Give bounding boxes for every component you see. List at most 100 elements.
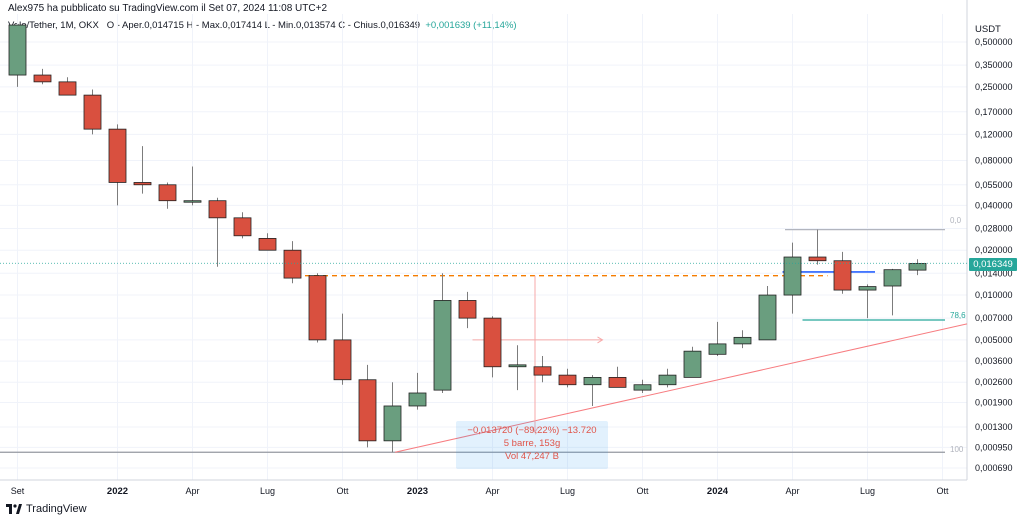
candle bbox=[758, 286, 777, 341]
candle-body bbox=[208, 200, 227, 219]
candle bbox=[158, 182, 177, 209]
last-price-label: 0,016349 bbox=[969, 258, 1017, 271]
candle-body bbox=[508, 364, 527, 368]
candle-body bbox=[733, 336, 752, 345]
candle bbox=[308, 273, 327, 343]
candle bbox=[383, 382, 402, 453]
time-tick-label: 2023 bbox=[407, 486, 428, 497]
published-header: Alex975 ha pubblicato su TradingView.com… bbox=[8, 3, 327, 14]
price-axis-unit: USDT bbox=[975, 24, 1001, 35]
symbol-name[interactable]: Velo/Tether, 1M, OKX bbox=[8, 20, 99, 31]
price-tick-label: 0,120000 bbox=[975, 129, 1013, 139]
candle bbox=[458, 291, 477, 329]
fib-level-100-label: 100 bbox=[950, 445, 964, 454]
price-tick-label: 0,001300 bbox=[975, 422, 1013, 432]
candle bbox=[108, 124, 127, 206]
price-tick-label: 0,250000 bbox=[975, 82, 1013, 92]
price-tick-label: 0,170000 bbox=[975, 107, 1013, 117]
price-tick-label: 0,080000 bbox=[975, 156, 1013, 166]
candle bbox=[408, 372, 427, 410]
candle bbox=[8, 24, 27, 87]
time-tick-label: Set bbox=[11, 486, 25, 496]
candle bbox=[833, 251, 852, 294]
candle-body bbox=[858, 286, 877, 291]
candle-body bbox=[258, 238, 277, 251]
candle-body bbox=[133, 182, 152, 186]
candle bbox=[808, 229, 827, 265]
candle bbox=[58, 77, 77, 96]
candle-body bbox=[583, 376, 602, 386]
price-tick-label: 0,002600 bbox=[975, 377, 1013, 387]
candle-body bbox=[158, 184, 177, 202]
candle bbox=[583, 375, 602, 406]
measure-arrow-head bbox=[597, 336, 604, 344]
candle-body bbox=[608, 376, 627, 388]
candle-body bbox=[433, 300, 452, 391]
price-tick-label: 0,055000 bbox=[975, 180, 1013, 190]
candle bbox=[558, 368, 577, 388]
candle-body bbox=[483, 317, 502, 368]
price-tick-label: 0,005000 bbox=[975, 335, 1013, 345]
candle bbox=[783, 242, 802, 314]
candle-body bbox=[8, 24, 27, 76]
ascending-trendline bbox=[394, 323, 968, 453]
time-tick-label: Apr bbox=[185, 486, 199, 496]
tradingview-logo-icon bbox=[6, 504, 22, 514]
time-tick-label: Lug bbox=[260, 486, 275, 496]
measure-box: −0,013720 (−89,22%) −13.720 5 barre, 153… bbox=[456, 421, 608, 469]
candle-body bbox=[658, 374, 677, 386]
candle-body bbox=[833, 260, 852, 291]
measure-change: −0,013720 (−89,22%) −13.720 bbox=[467, 425, 597, 436]
candle bbox=[233, 212, 252, 239]
ohlc-values: O - Aper.0,014715 H - Max.0,017414 L - M… bbox=[106, 20, 421, 31]
price-tick-label: 0,003600 bbox=[975, 356, 1013, 366]
candle-body bbox=[908, 263, 927, 271]
candle-body bbox=[533, 366, 552, 376]
symbol-info-line: Velo/Tether, 1M, OKX O - Aper.0,014715 H… bbox=[8, 20, 517, 31]
candle bbox=[508, 345, 527, 391]
candle bbox=[433, 273, 452, 393]
price-tick-label: 0,000690 bbox=[975, 463, 1013, 473]
tradingview-footer[interactable]: TradingView bbox=[6, 503, 87, 515]
price-tick-label: 0,000950 bbox=[975, 442, 1013, 452]
candle bbox=[283, 241, 302, 284]
price-tick-label: 0,010000 bbox=[975, 290, 1013, 300]
measure-volume: Vol 47,247 B bbox=[505, 451, 559, 462]
price-tick-label: 0,500000 bbox=[975, 37, 1013, 47]
candle bbox=[708, 321, 727, 356]
price-tick-label: 0,007000 bbox=[975, 313, 1013, 323]
candle-body bbox=[808, 256, 827, 262]
price-tick-label: 0,040000 bbox=[975, 200, 1013, 210]
candle bbox=[683, 346, 702, 378]
candle bbox=[908, 259, 927, 276]
time-tick-label: Ott bbox=[936, 486, 949, 496]
candle-body bbox=[83, 94, 102, 130]
time-tick-label: Lug bbox=[560, 486, 575, 496]
tradingview-brand: TradingView bbox=[26, 503, 87, 515]
time-tick-label: Ott bbox=[336, 486, 349, 496]
time-tick-label: 2024 bbox=[707, 486, 729, 497]
candle-body bbox=[33, 74, 52, 83]
price-tick-label: 0,014000 bbox=[975, 268, 1013, 278]
price-tick-label: 0,350000 bbox=[975, 60, 1013, 70]
price-change: +0,001639 (+11,14%) bbox=[425, 20, 517, 31]
candle bbox=[258, 233, 277, 251]
fib-level-786-label: 78,6 bbox=[950, 311, 966, 320]
candle-body bbox=[783, 256, 802, 296]
time-tick-label: Apr bbox=[785, 486, 799, 496]
candle bbox=[358, 364, 377, 448]
candle-body bbox=[383, 405, 402, 442]
candle bbox=[83, 89, 102, 135]
time-tick-label: 2022 bbox=[107, 486, 128, 497]
candle-body bbox=[233, 217, 252, 237]
candle bbox=[33, 68, 52, 85]
candle-body bbox=[358, 379, 377, 442]
price-tick-label: 0,001900 bbox=[975, 397, 1013, 407]
candle bbox=[133, 146, 152, 194]
candle bbox=[208, 197, 227, 267]
candle-body bbox=[283, 249, 302, 279]
candle-body bbox=[333, 339, 352, 381]
price-tick-label: 0,028000 bbox=[975, 223, 1013, 233]
candle-body bbox=[183, 200, 202, 203]
